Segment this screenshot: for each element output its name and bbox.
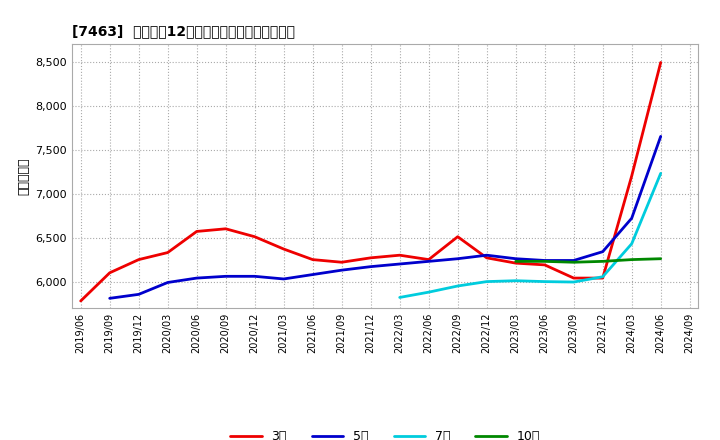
5年 [511, 256, 520, 261]
3年 [366, 255, 375, 260]
5年 [251, 274, 259, 279]
7年 [541, 279, 549, 284]
7年 [482, 279, 491, 284]
5年 [105, 296, 114, 301]
Legend: 3年, 5年, 7年, 10年: 3年, 5年, 7年, 10年 [225, 425, 545, 440]
10年 [541, 259, 549, 264]
7年 [627, 241, 636, 246]
Line: 5年: 5年 [109, 136, 661, 298]
3年 [541, 262, 549, 268]
7年 [598, 274, 607, 279]
10年 [627, 257, 636, 262]
3年 [657, 60, 665, 65]
3年 [251, 234, 259, 239]
5年 [221, 274, 230, 279]
5年 [570, 258, 578, 263]
3年 [105, 270, 114, 275]
5年 [482, 253, 491, 258]
7年 [570, 279, 578, 285]
5年 [541, 258, 549, 263]
5年 [163, 280, 172, 285]
3年 [454, 234, 462, 239]
3年 [424, 257, 433, 262]
3年 [221, 226, 230, 231]
Line: 7年: 7年 [400, 173, 661, 297]
3年 [627, 173, 636, 179]
5年 [598, 249, 607, 254]
5年 [424, 259, 433, 264]
10年 [598, 259, 607, 264]
5年 [308, 272, 317, 277]
3年 [511, 260, 520, 266]
7年 [424, 290, 433, 295]
3年 [279, 246, 288, 252]
3年 [192, 229, 201, 234]
5年 [454, 256, 462, 261]
7年 [511, 278, 520, 283]
Y-axis label: （百万円）: （百万円） [17, 157, 30, 195]
10年 [570, 260, 578, 265]
3年 [395, 253, 404, 258]
5年 [366, 264, 375, 269]
5年 [338, 268, 346, 273]
3年 [76, 298, 85, 304]
7年 [395, 295, 404, 300]
Line: 3年: 3年 [81, 62, 661, 301]
3年 [338, 260, 346, 265]
3年 [598, 275, 607, 281]
10年 [657, 256, 665, 261]
5年 [192, 275, 201, 281]
5年 [279, 276, 288, 282]
5年 [627, 216, 636, 221]
3年 [135, 257, 143, 262]
3年 [163, 250, 172, 255]
Line: 10年: 10年 [516, 259, 661, 262]
3年 [570, 275, 578, 281]
Text: [7463]  経常利益12か月移動合計の平均値の推移: [7463] 経常利益12か月移動合計の平均値の推移 [72, 25, 295, 39]
5年 [135, 292, 143, 297]
3年 [482, 255, 491, 260]
5年 [395, 261, 404, 267]
3年 [308, 257, 317, 262]
7年 [454, 283, 462, 289]
5年 [657, 134, 665, 139]
7年 [657, 171, 665, 176]
10年 [511, 259, 520, 264]
